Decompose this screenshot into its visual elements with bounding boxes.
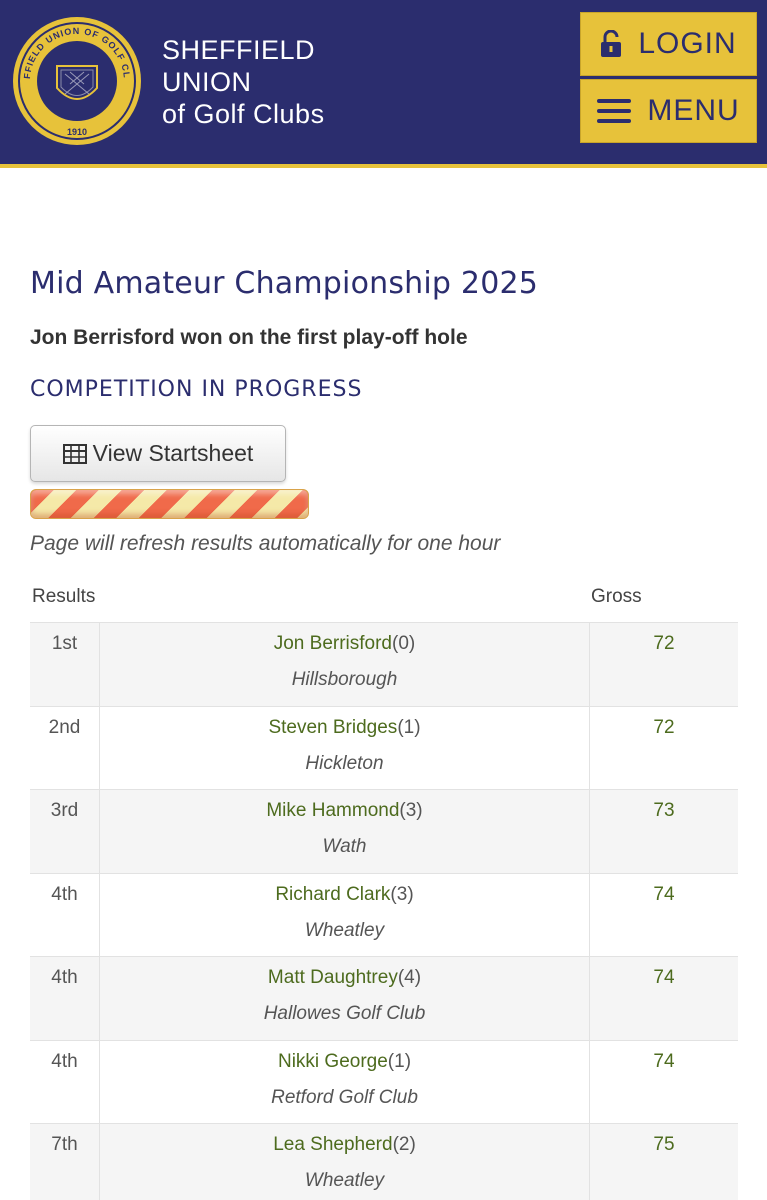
table-row: 7th Lea Shepherd(2) Wheatley 75 — [30, 1123, 738, 1200]
player-name-link[interactable]: Nikki George — [277, 1050, 388, 1072]
player-name-link[interactable]: Lea Shepherd — [273, 1134, 393, 1155]
row-position: 4th — [30, 957, 100, 1040]
row-player-cell: Jon Berrisford(0) Hillsborough — [100, 623, 590, 706]
table-row: 2nd Steven Bridges(1) Hickleton 72 — [30, 705, 738, 789]
table-row: 4th Matt Daughtrey(4) Hallowes Golf Club 74 — [30, 956, 738, 1040]
login-button[interactable]: LOGIN — [580, 12, 757, 76]
progress-fill — [31, 490, 308, 518]
player-handicap: (1) — [387, 1050, 412, 1072]
player-club: Wheatley — [304, 1170, 385, 1191]
row-position: 3rd — [30, 790, 100, 873]
player-club: Hillsborough — [291, 669, 398, 690]
menu-button[interactable]: MENU — [580, 79, 757, 143]
row-gross-score[interactable]: 72 — [653, 716, 675, 738]
player-handicap: (3) — [399, 800, 423, 821]
site-header: SHEFFIELD UNION OF GOLF CLUBS 1910 SHEFF… — [0, 0, 767, 168]
competition-status: COMPETITION IN PROGRESS — [30, 377, 363, 402]
row-player-cell: Steven Bridges(1) Hickleton — [100, 706, 590, 789]
player-club: Hickleton — [305, 752, 384, 774]
player-handicap: (3) — [390, 883, 414, 905]
table-icon — [62, 443, 87, 464]
logo-year: 1910 — [67, 127, 87, 137]
row-player-cell: Nikki George(1) Retford Golf Club — [100, 1040, 590, 1123]
player-name-link[interactable]: Jon Berrisford — [273, 633, 393, 654]
competition-title: Mid Amateur Championship 2025 — [30, 266, 539, 301]
refresh-note: Page will refresh results automatically … — [30, 532, 501, 555]
menu-label: MENU — [647, 94, 740, 127]
row-gross-score[interactable]: 72 — [653, 633, 675, 654]
brand-name[interactable]: SHEFFIELD UNION of Golf Clubs — [162, 34, 325, 130]
player-handicap: (2) — [392, 1134, 416, 1155]
results-table-header: Results Gross — [30, 582, 738, 622]
union-logo[interactable]: SHEFFIELD UNION OF GOLF CLUBS 1910 — [10, 14, 144, 148]
competition-subtitle: Jon Berrisford won on the first play-off… — [30, 326, 468, 349]
table-row: 4th Nikki George(1) Retford Golf Club 74 — [30, 1039, 738, 1123]
player-club: Retford Golf Club — [271, 1086, 418, 1108]
unlock-icon — [600, 30, 622, 58]
row-player-cell: Matt Daughtrey(4) Hallowes Golf Club — [100, 957, 590, 1040]
row-player-cell: Mike Hammond(3) Wath — [100, 790, 590, 873]
view-startsheet-label: View Startsheet — [92, 440, 254, 466]
player-name-link[interactable]: Matt Daughtrey — [267, 967, 398, 988]
row-gross-score[interactable]: 73 — [653, 800, 675, 821]
login-label: LOGIN — [638, 27, 737, 60]
player-handicap: (0) — [392, 633, 416, 654]
player-handicap: (4) — [397, 967, 422, 988]
refresh-progress-bar — [30, 489, 309, 519]
player-handicap: (1) — [397, 716, 421, 738]
row-gross-score[interactable]: 74 — [653, 883, 675, 905]
player-club: Hallowes Golf Club — [263, 1003, 426, 1024]
brand-line-3: of Golf Clubs — [162, 99, 325, 129]
row-gross-score[interactable]: 74 — [653, 1050, 675, 1072]
brand-line-1: SHEFFIELD — [162, 35, 316, 65]
hamburger-icon — [597, 99, 632, 123]
row-position: 4th — [30, 873, 100, 956]
row-position: 7th — [30, 1124, 100, 1200]
row-gross-score[interactable]: 74 — [653, 967, 675, 988]
brand-line-2: UNION — [162, 67, 252, 97]
table-row: 4th Richard Clark(3) Wheatley 74 — [30, 872, 738, 956]
col-results-header: Results — [32, 586, 96, 607]
col-gross-header: Gross — [591, 586, 642, 607]
row-player-cell: Lea Shepherd(2) Wheatley — [100, 1124, 590, 1200]
results-table: Results Gross 1st Jon Berrisford(0) Hillsb… — [30, 582, 738, 1200]
results-rows: 1st Jon Berrisford(0) Hillsborough 72 2nd Ste… — [30, 622, 738, 1200]
table-row: 3rd Mike Hammond(3) Wath 73 — [30, 789, 738, 873]
player-club: Wath — [322, 836, 367, 857]
row-position: 4th — [30, 1040, 100, 1123]
player-name-link[interactable]: Richard Clark — [275, 883, 391, 905]
row-gross-score[interactable]: 75 — [653, 1134, 675, 1155]
row-position: 1st — [30, 623, 100, 706]
view-startsheet-button[interactable]: View Startsheet — [30, 425, 286, 482]
player-name-link[interactable]: Steven Bridges — [268, 716, 398, 738]
table-row: 1st Jon Berrisford(0) Hillsborough 72 — [30, 622, 738, 706]
player-club: Wheatley — [304, 919, 385, 941]
player-name-link[interactable]: Mike Hammond — [266, 800, 400, 821]
row-position: 2nd — [30, 706, 100, 789]
row-player-cell: Richard Clark(3) Wheatley — [100, 873, 590, 956]
